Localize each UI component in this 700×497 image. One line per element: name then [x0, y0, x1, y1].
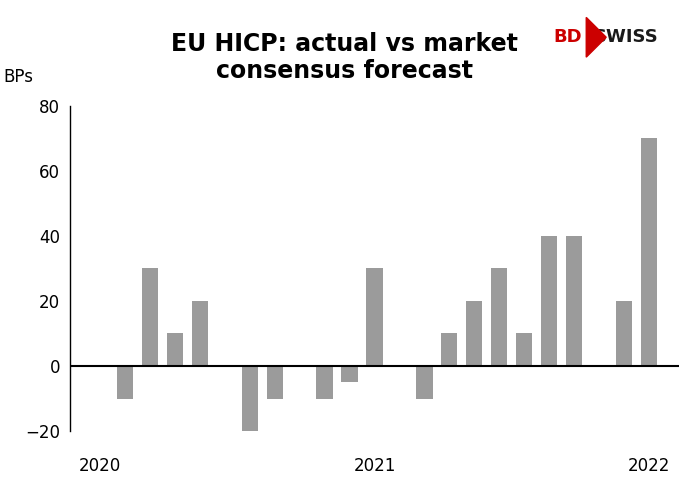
Bar [541, 236, 557, 366]
Bar [316, 366, 332, 399]
Bar [167, 333, 183, 366]
Bar [416, 366, 433, 399]
Title: EU HICP: actual vs market
consensus forecast: EU HICP: actual vs market consensus fore… [171, 31, 517, 83]
Bar [366, 268, 383, 366]
Text: BPs: BPs [3, 68, 33, 86]
Polygon shape [587, 17, 606, 57]
Bar [616, 301, 632, 366]
Text: BD: BD [553, 28, 582, 46]
Text: SWISS: SWISS [594, 28, 659, 46]
Text: +: + [590, 32, 598, 42]
Bar [466, 301, 482, 366]
Bar [241, 366, 258, 431]
Bar [117, 366, 133, 399]
Bar [491, 268, 508, 366]
Bar [516, 333, 533, 366]
Bar [441, 333, 458, 366]
Bar [192, 301, 208, 366]
Bar [566, 236, 582, 366]
Bar [641, 138, 657, 366]
Bar [342, 366, 358, 382]
Bar [267, 366, 283, 399]
Bar [142, 268, 158, 366]
